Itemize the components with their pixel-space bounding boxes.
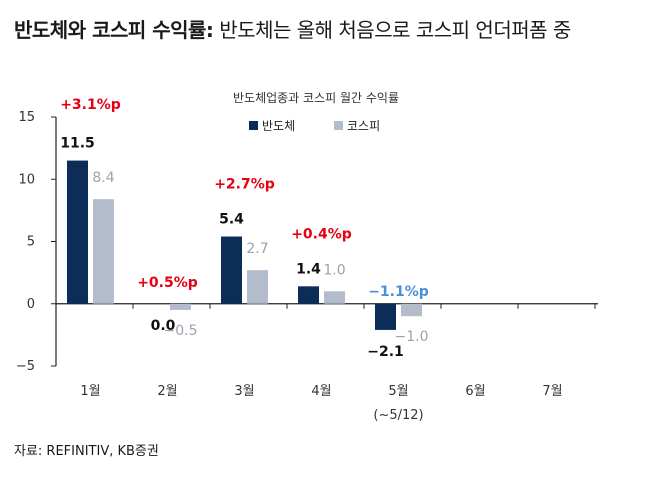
bar-kospi	[93, 199, 114, 304]
x-tick-label: 3월	[234, 384, 254, 399]
bar-kospi	[170, 303, 191, 310]
data-label-kospi: −1.0	[395, 329, 429, 345]
diff-label: +0.5%p	[137, 275, 198, 291]
plot-area: 15 10 5 0 −5 1월 11.5 8.4 +3.1%p 2월 0.0−0.5 +0.5%p 3월…	[16, 97, 598, 423]
headline-rest: 반도체는 올해 처음으로 코스피 언더퍼폼 중	[213, 18, 571, 42]
headline-bold: 반도체와 코스피 수익률:	[14, 18, 214, 42]
legend-label-semis: 반도체	[262, 119, 295, 133]
bar-kospi	[324, 291, 345, 304]
y-tick-label: 5	[27, 235, 35, 250]
x-tick-label: 5월	[388, 384, 408, 399]
data-label-kospi: 8.4	[92, 170, 114, 186]
data-label-kospi: 2.7	[246, 241, 268, 257]
bar-kospi	[247, 270, 268, 304]
bar-semis	[375, 303, 396, 330]
data-label-semis: −2.1	[367, 344, 404, 360]
legend-swatch-kospi	[334, 121, 343, 130]
bar-semis	[298, 286, 319, 304]
data-label-semis: 11.5	[60, 136, 95, 152]
diff-label: +2.7%p	[214, 177, 275, 193]
diff-label: +3.1%p	[60, 97, 121, 113]
x-tick-label: 6월	[465, 384, 485, 399]
diff-label: −1.1%p	[368, 284, 429, 300]
y-tick-label: −5	[16, 359, 35, 374]
y-tick-label: 0	[27, 297, 35, 312]
x-tick-label: 2월	[157, 384, 177, 399]
data-label-semis: 1.4	[296, 261, 321, 277]
x-tick-label: 4월	[311, 384, 331, 399]
legend: 반도체 코스피	[249, 119, 380, 133]
chart-title: 반도체업종과 코스피 월간 수익률	[233, 91, 399, 105]
x-tick-label: 7월	[542, 384, 562, 399]
source-note: 자료: REFINITIV, KB증권	[14, 444, 159, 459]
bar-semis	[67, 160, 88, 304]
data-label-semis: 0.0	[151, 318, 176, 334]
y-tick-label: 10	[18, 172, 35, 187]
headline: 반도체와 코스피 수익률: 반도체는 올해 처음으로 코스피 언더퍼폼 중	[14, 14, 571, 43]
bar-kospi	[401, 303, 422, 317]
data-label-semis: 5.4	[219, 212, 244, 228]
legend-label-kospi: 코스피	[347, 119, 380, 133]
y-tick-label: 15	[18, 110, 35, 125]
bar-semis	[221, 236, 242, 304]
x-tick-note: (~5/12)	[373, 408, 423, 423]
data-label-kospi: −0.5	[164, 323, 198, 339]
data-label-kospi: 1.0	[323, 262, 345, 278]
diff-label: +0.4%p	[291, 226, 352, 242]
x-tick-label: 1월	[80, 384, 100, 399]
legend-swatch-semis	[249, 121, 258, 130]
